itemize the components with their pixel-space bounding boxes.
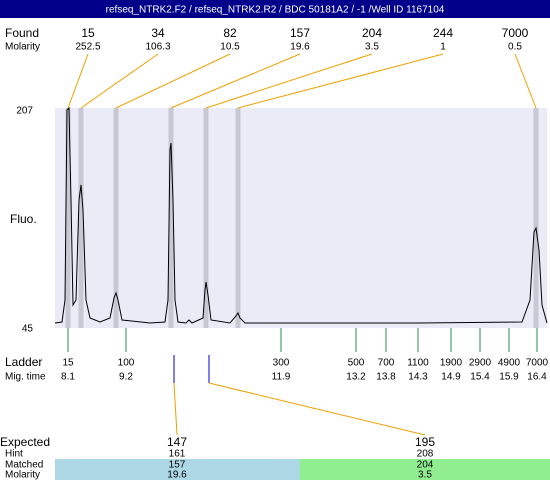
ladder-value: 1100 bbox=[407, 358, 429, 369]
y-max: 207 bbox=[16, 106, 33, 117]
molarity-value: 0.5 bbox=[508, 42, 522, 53]
matched-molarity-value: 19.6 bbox=[167, 470, 187, 480]
found-connector bbox=[115, 53, 231, 109]
ladder-value: 4900 bbox=[498, 358, 521, 369]
expected-value: 195 bbox=[415, 435, 435, 449]
molarity-value: 252.5 bbox=[75, 42, 100, 53]
ladder-value: 7000 bbox=[526, 358, 549, 369]
mig-time-value: 11.9 bbox=[272, 372, 291, 383]
matched-molarity-label: Molarity bbox=[5, 470, 40, 480]
ladder-value: 500 bbox=[348, 358, 365, 369]
expected-label: Expected bbox=[0, 435, 50, 449]
ladder-value: 15 bbox=[62, 358, 74, 369]
peak-band bbox=[65, 108, 71, 328]
connectors bbox=[67, 53, 537, 109]
y-label: Fluo. bbox=[10, 212, 37, 226]
mig-time-value: 16.4 bbox=[527, 372, 547, 383]
matched-bg-1 bbox=[55, 459, 300, 480]
peak-bands bbox=[65, 108, 539, 328]
trace bbox=[54, 106, 548, 324]
molarity-label: Molarity bbox=[5, 42, 40, 53]
mig-time-value: 13.8 bbox=[376, 372, 396, 383]
mig-time-value: 8.1 bbox=[61, 372, 75, 383]
peak-band bbox=[235, 108, 241, 328]
matched-bg-2 bbox=[300, 459, 550, 480]
matched-value: 157 bbox=[169, 460, 186, 471]
molarity-value: 106.3 bbox=[145, 42, 170, 53]
hint-value: 208 bbox=[417, 449, 434, 460]
expected-connector bbox=[208, 382, 426, 436]
molarity-value: 1 bbox=[440, 42, 446, 53]
plot-area bbox=[55, 108, 547, 328]
ladder-value: 1900 bbox=[440, 358, 463, 369]
matched-value: 204 bbox=[417, 460, 434, 471]
title-bar bbox=[0, 0, 550, 18]
ladder-value: 100 bbox=[118, 358, 135, 369]
expected-value: 147 bbox=[167, 435, 187, 449]
ladder-value: 300 bbox=[273, 358, 290, 369]
peak-band bbox=[113, 108, 119, 328]
found-connector bbox=[170, 53, 301, 109]
found-value: 157 bbox=[290, 26, 310, 40]
matched-label: Matched bbox=[5, 460, 43, 471]
hint-label: Hint bbox=[5, 449, 23, 460]
found-connector bbox=[237, 53, 444, 109]
found-value: 244 bbox=[433, 26, 453, 40]
peak-band bbox=[78, 108, 84, 328]
mig-time-value: 15.4 bbox=[470, 372, 490, 383]
molarity-value: 10.5 bbox=[220, 42, 240, 53]
found-connector bbox=[205, 53, 373, 109]
mig-time-label: Mig. time bbox=[5, 372, 46, 383]
mig-time-value: 9.2 bbox=[119, 372, 133, 383]
found-value: 204 bbox=[362, 26, 382, 40]
molarity-value: 19.6 bbox=[290, 42, 310, 53]
peak-band bbox=[533, 108, 539, 328]
found-value: 7000 bbox=[502, 26, 529, 40]
found-value: 34 bbox=[151, 26, 165, 40]
hint-value: 161 bbox=[169, 449, 186, 460]
title: refseq_NTRK2.F2 / refseq_NTRK2.R2 / BDC … bbox=[106, 5, 445, 16]
found-connector bbox=[80, 53, 159, 109]
matched-molarity-value: 3.5 bbox=[418, 470, 432, 480]
ladder-value: 700 bbox=[378, 358, 395, 369]
found-value: 82 bbox=[223, 26, 237, 40]
found-value: 15 bbox=[81, 26, 95, 40]
mig-time-value: 13.2 bbox=[346, 372, 366, 383]
mig-time-value: 14.9 bbox=[441, 372, 461, 383]
peak-band bbox=[203, 108, 209, 328]
peak-band bbox=[168, 108, 174, 328]
ladder-value: 2900 bbox=[469, 358, 492, 369]
expected-connector bbox=[173, 382, 178, 436]
y-min: 45 bbox=[22, 324, 34, 335]
found-connector bbox=[514, 53, 537, 109]
found-connector bbox=[67, 53, 89, 109]
ladder-label: Ladder bbox=[5, 355, 42, 369]
molarity-value: 3.5 bbox=[365, 42, 379, 53]
mig-time-value: 14.3 bbox=[408, 372, 428, 383]
mig-time-value: 15.9 bbox=[499, 372, 519, 383]
found-label: Found bbox=[5, 26, 39, 40]
